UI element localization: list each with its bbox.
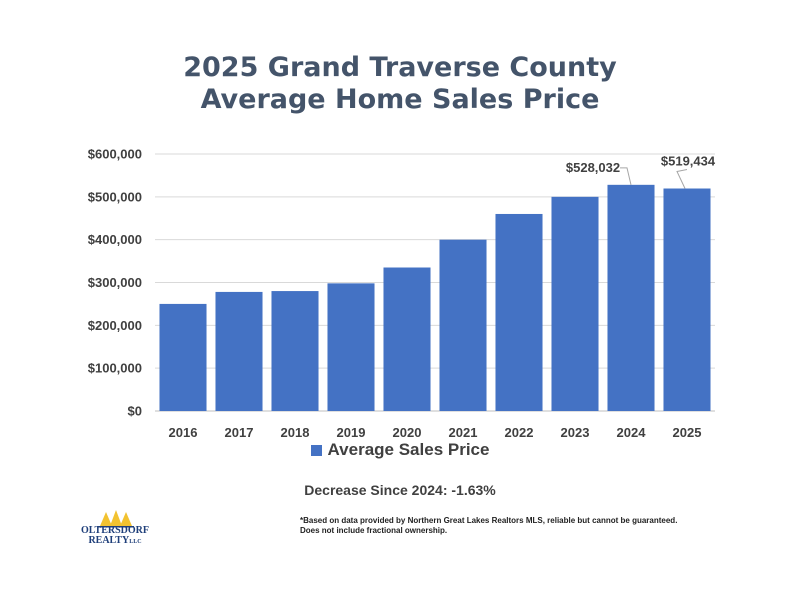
legend-label: Average Sales Price (327, 440, 490, 459)
bar (495, 213, 543, 411)
y-tick-label: $100,000 (88, 361, 142, 376)
data-label: $528,032 (566, 160, 620, 175)
bar (215, 291, 263, 411)
bar (271, 291, 319, 411)
x-tick-label: 2018 (281, 425, 310, 440)
bar (607, 184, 655, 411)
y-tick-label: $300,000 (88, 275, 142, 290)
bars (159, 184, 711, 411)
company-logo: OLTERSDORF REALTYLLC (70, 508, 160, 552)
chart-title-line-1: 2025 Grand Traverse County (183, 52, 617, 83)
logo-line-1: OLTERSDORF (81, 525, 149, 536)
logo-suffix: LLC (129, 539, 142, 545)
y-tick-label: $0 (128, 404, 142, 419)
x-axis-ticks: 2016 2017 2018 2019 2020 2021 2022 2023 2024 2025 (169, 425, 702, 440)
x-tick-label: 2020 (393, 425, 422, 440)
x-tick-label: 2016 (169, 425, 198, 440)
bar (327, 283, 375, 411)
decrease-note: Decrease Since 2024: -1.63% (304, 482, 496, 498)
x-tick-label: 2021 (449, 425, 478, 440)
bar (159, 303, 207, 411)
bar (551, 196, 599, 411)
x-tick-label: 2024 (617, 425, 647, 440)
x-tick-label: 2022 (505, 425, 534, 440)
data-label: $519,434 (661, 154, 716, 169)
y-tick-label: $400,000 (88, 232, 142, 247)
leader-line (676, 169, 688, 189)
chart-title-line-2: Average Home Sales Price (200, 84, 600, 115)
x-tick-label: 2017 (225, 425, 254, 440)
bar (663, 188, 711, 411)
data-labels: $528,032 $519,434 (566, 154, 716, 189)
legend: Average Sales Price (0, 440, 800, 460)
tree-logo-icon (98, 510, 134, 528)
x-tick-label: 2023 (561, 425, 590, 440)
leader-line (620, 167, 632, 185)
y-tick-label: $600,000 (88, 147, 142, 162)
x-tick-label: 2019 (337, 425, 366, 440)
y-tick-label: $500,000 (88, 189, 142, 204)
y-axis-ticks: $0 $100,000 $200,000 $300,000 $400,000 $500,0… (88, 147, 142, 419)
logo-text: OLTERSDORF REALTYLLC (70, 526, 160, 547)
bar (439, 239, 487, 411)
y-tick-label: $200,000 (88, 318, 142, 333)
legend-swatch (310, 444, 322, 456)
footnote: *Based on data provided by Northern Grea… (300, 516, 678, 535)
x-tick-label: 2025 (673, 425, 702, 440)
chart-title: 2025 Grand Traverse County Average Home … (0, 52, 800, 116)
logo-line-2-main: REALTY (88, 535, 130, 546)
bar (383, 267, 431, 411)
logo-line-2: REALTYLLC (70, 536, 160, 547)
